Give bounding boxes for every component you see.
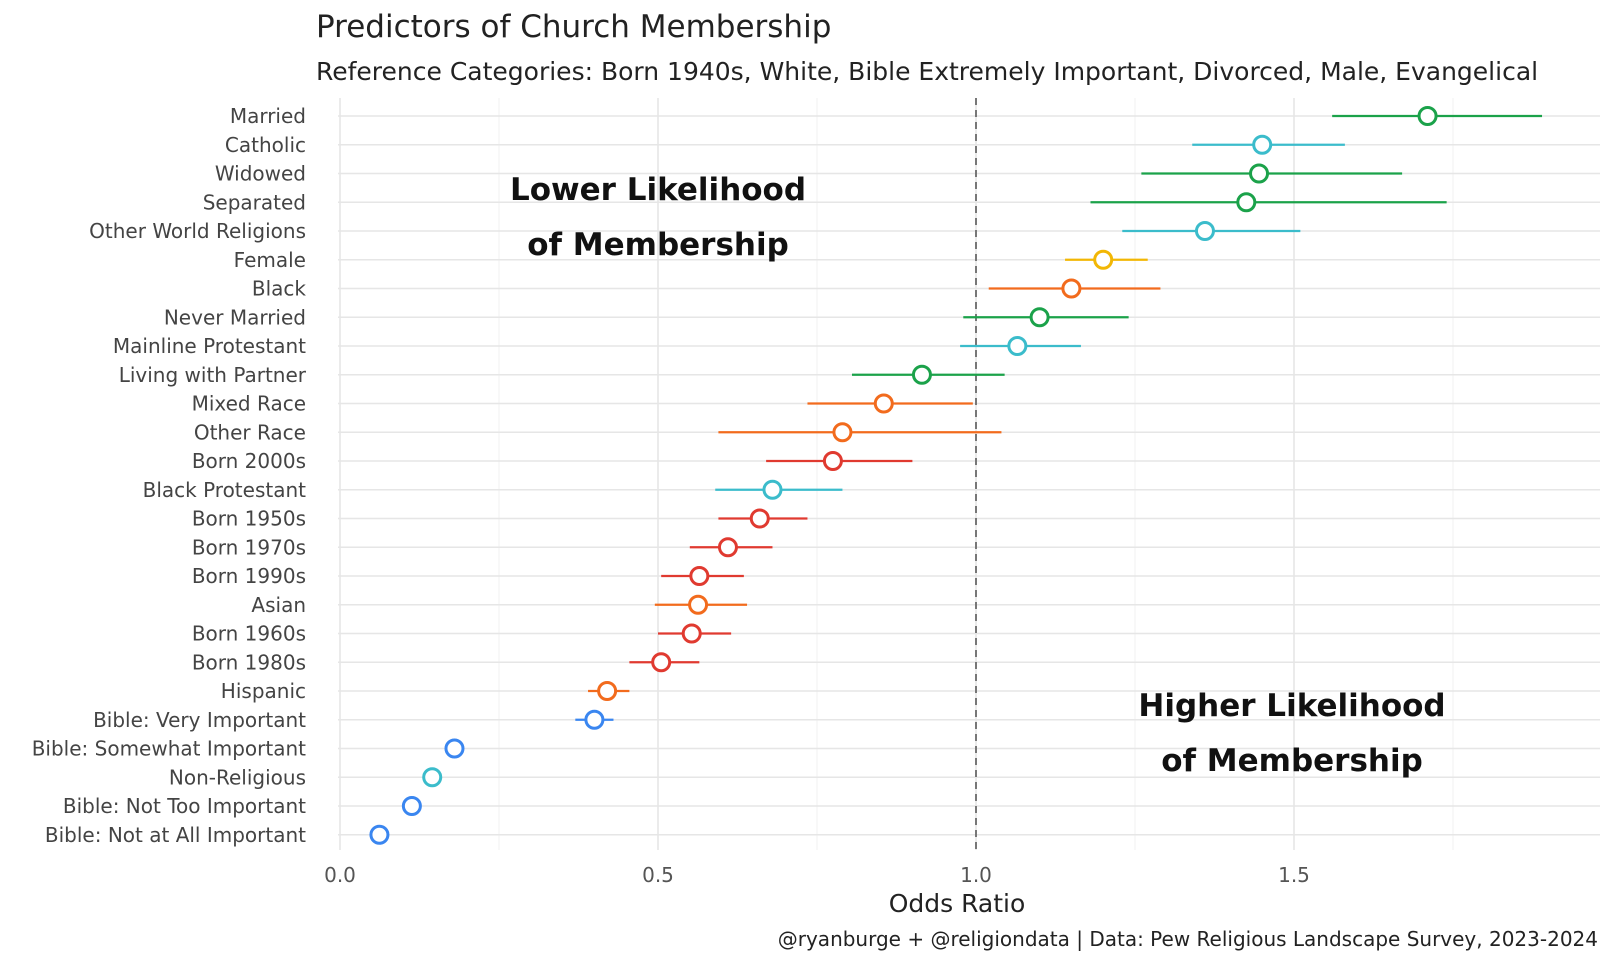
data-point bbox=[689, 566, 710, 586]
y-axis-label: Living with Partner bbox=[119, 363, 307, 387]
data-point bbox=[762, 479, 783, 500]
y-axis-label: Black bbox=[252, 277, 307, 301]
y-axis-label: Born 1980s bbox=[192, 650, 306, 674]
y-axis-label: Born 1950s bbox=[192, 507, 306, 531]
data-point bbox=[717, 537, 738, 558]
y-axis-label: Hispanic bbox=[221, 679, 306, 703]
data-point bbox=[1007, 336, 1028, 356]
y-axis-label: Mainline Protestant bbox=[113, 334, 306, 358]
y-axis-labels: Married Catholic Widowed Separated Other Wor… bbox=[32, 104, 307, 847]
y-axis-label: Born 2000s bbox=[192, 449, 306, 473]
y-axis-label: Non-Religious bbox=[169, 765, 306, 789]
data-point bbox=[1194, 221, 1215, 241]
data-point bbox=[1417, 106, 1438, 126]
data-point bbox=[749, 508, 770, 529]
x-tick-label: 1.0 bbox=[960, 863, 992, 887]
y-axis-label: Bible: Not Too Important bbox=[63, 794, 306, 818]
data-point bbox=[1093, 249, 1114, 270]
data-point bbox=[911, 364, 932, 385]
y-axis-label: Born 1990s bbox=[192, 564, 306, 588]
y-axis-label: Other Race bbox=[194, 420, 306, 444]
data-point bbox=[832, 422, 853, 443]
y-axis-label: Separated bbox=[203, 190, 306, 214]
y-axis-label: Bible: Very Important bbox=[93, 708, 306, 732]
y-axis-label: Asian bbox=[251, 593, 306, 617]
grid-layer bbox=[338, 98, 1600, 850]
y-axis-label: Bible: Not at All Important bbox=[45, 823, 306, 847]
data-point bbox=[1249, 163, 1270, 184]
data-point bbox=[597, 681, 618, 701]
data-point bbox=[681, 623, 702, 644]
data-point bbox=[688, 594, 709, 615]
y-axis-label: Female bbox=[234, 248, 306, 272]
y-axis-label: Never Married bbox=[164, 305, 306, 329]
data-point bbox=[369, 824, 390, 845]
data-point bbox=[1061, 278, 1082, 299]
data-point bbox=[822, 451, 843, 471]
annotation-higher-line2: of Membership bbox=[1161, 743, 1423, 779]
chart-subtitle: Reference Categories: Born 1940s, White,… bbox=[316, 57, 1538, 86]
x-axis-ticks: 0.0 0.5 1.0 1.5 bbox=[324, 863, 1310, 887]
data-point bbox=[422, 767, 443, 788]
data-point bbox=[651, 652, 672, 673]
y-axis-label: Bible: Somewhat Important bbox=[32, 737, 306, 761]
y-axis-label: Black Protestant bbox=[143, 478, 307, 502]
x-tick-label: 0.5 bbox=[642, 863, 674, 887]
y-axis-label: Born 1970s bbox=[192, 535, 306, 559]
data-point bbox=[873, 393, 894, 414]
y-axis-label: Catholic bbox=[225, 133, 306, 157]
annotation-lower-line2: of Membership bbox=[527, 227, 789, 263]
data-point bbox=[1029, 307, 1050, 328]
data-point bbox=[444, 738, 465, 759]
data-point bbox=[1252, 134, 1273, 155]
y-axis-label: Widowed bbox=[215, 162, 306, 186]
data-point bbox=[584, 709, 605, 730]
data-point bbox=[1236, 192, 1257, 213]
y-axis-label: Born 1960s bbox=[192, 622, 306, 646]
x-tick-label: 0.0 bbox=[324, 863, 356, 887]
data-point bbox=[401, 796, 422, 816]
y-axis-label: Mixed Race bbox=[192, 392, 306, 416]
y-axis-label: Other World Religions bbox=[89, 219, 306, 243]
chart-caption: @ryanburge + @religiondata | Data: Pew R… bbox=[778, 927, 1598, 951]
x-axis-label: Odds Ratio bbox=[889, 889, 1026, 918]
chart-title: Predictors of Church Membership bbox=[316, 9, 831, 45]
annotation-lower-line1: Lower Likelihood bbox=[510, 172, 806, 208]
annotation-higher-line1: Higher Likelihood bbox=[1138, 688, 1445, 724]
points bbox=[369, 106, 1438, 845]
x-tick-label: 1.5 bbox=[1278, 863, 1310, 887]
y-axis-label: Married bbox=[230, 104, 306, 128]
